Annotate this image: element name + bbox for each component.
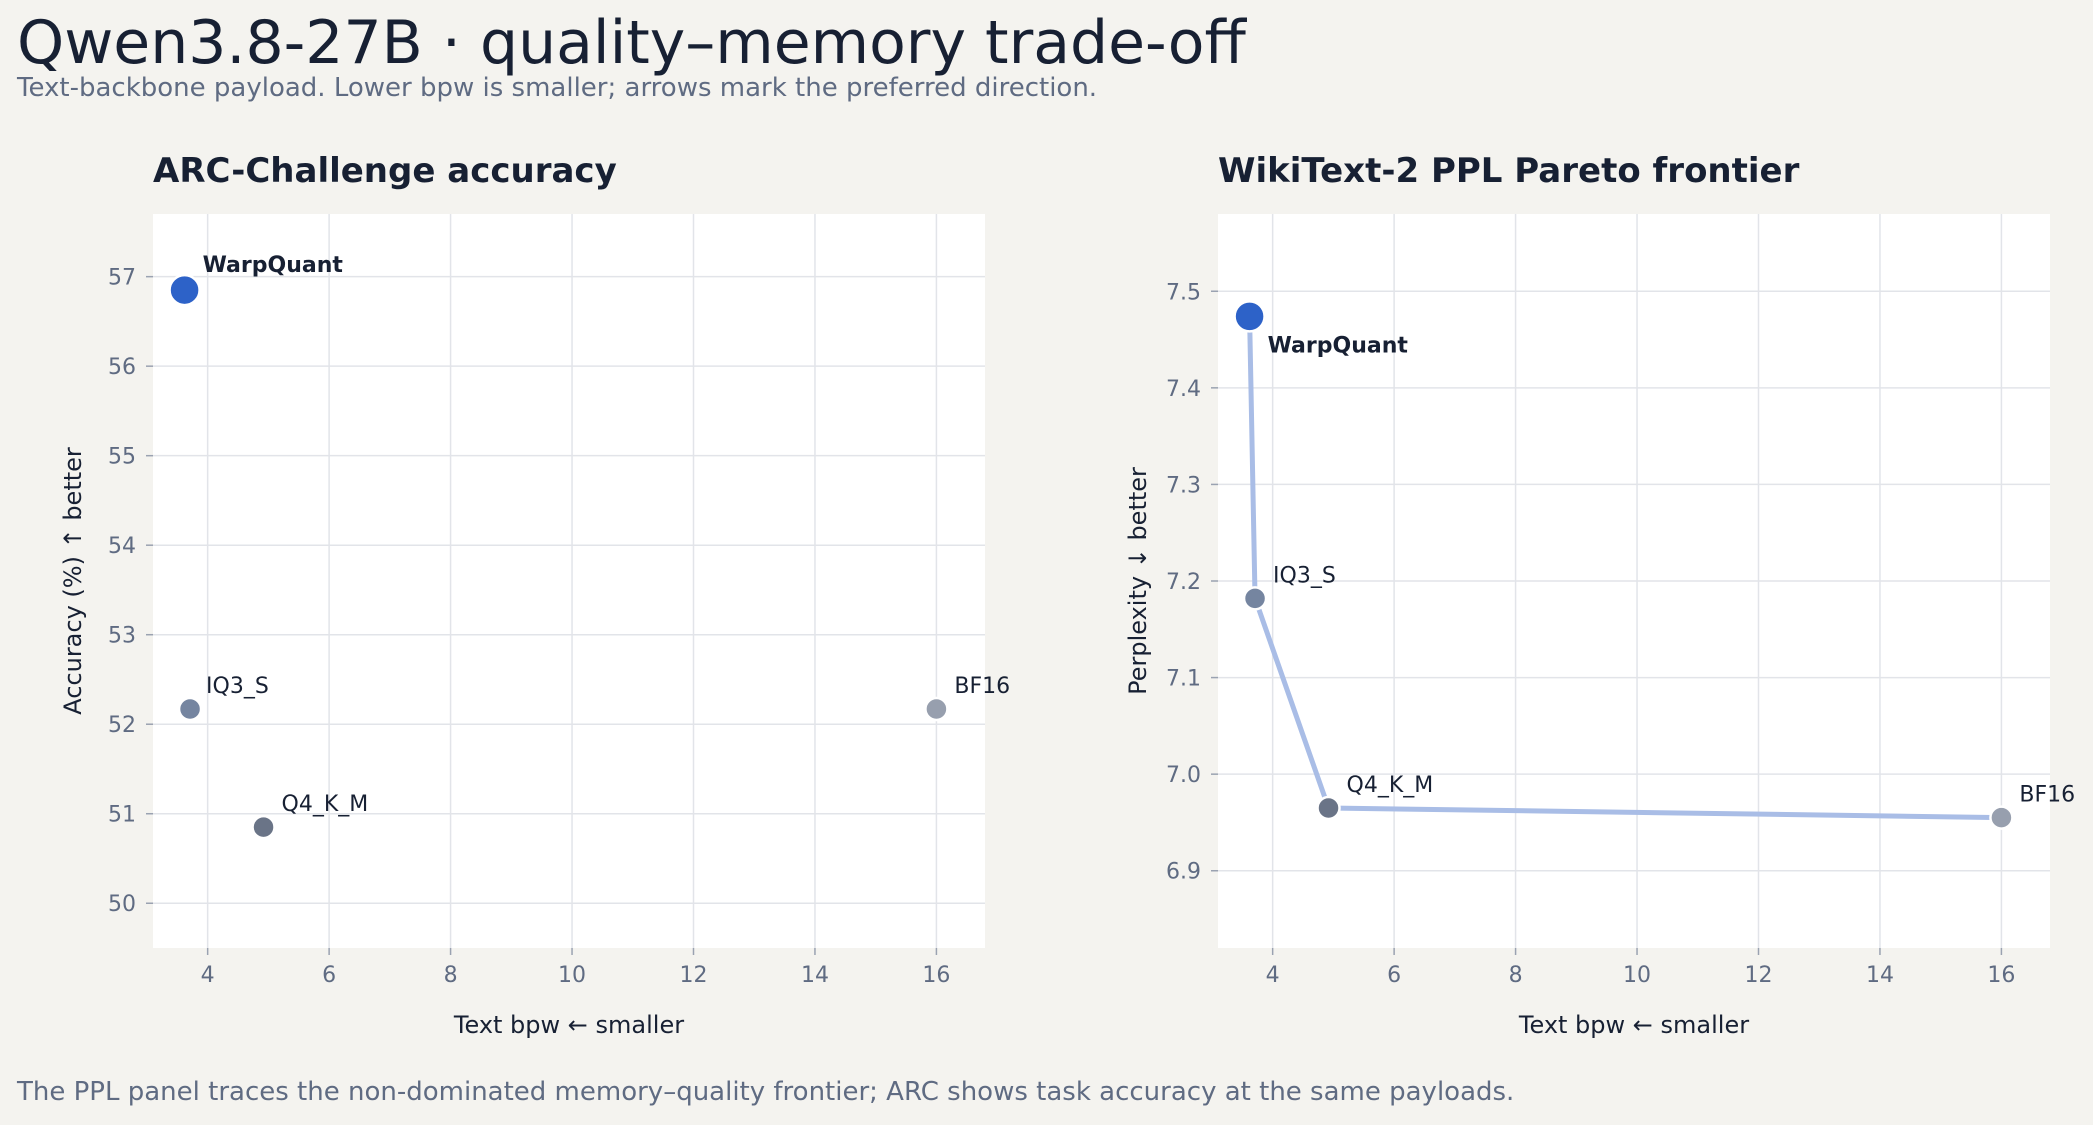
x-tick-label: 16 (1987, 963, 2015, 988)
data-point-q4-k-m (1316, 795, 1341, 821)
y-tick-label: 6.9 (1166, 860, 1201, 885)
y-tick-label: 53 (108, 624, 136, 649)
data-label: BF16 (2019, 783, 2075, 808)
data-label: IQ3_S (1273, 563, 1336, 588)
data-point-q4-k-m (251, 814, 276, 840)
y-tick-label: 52 (108, 713, 136, 738)
y-tick-label: 7.4 (1166, 377, 1201, 402)
data-label: IQ3_S (206, 674, 269, 699)
data-point-iq3-s (177, 696, 203, 722)
frontier-line (1247, 313, 2004, 821)
data-label: Q4_K_M (1347, 773, 1434, 798)
x-tick-label: 8 (444, 963, 458, 988)
y-tick-label: 7.1 (1166, 667, 1201, 692)
ppl-frontier-panel: 4 6 8 10 12 14 16 6.9 7.0 7.1 7.2 7.3 7.4 7.5 WikiText… (1124, 151, 2075, 1039)
x-axis-label: Text bpw ← smaller (1518, 1011, 1749, 1039)
data-point-bf16 (1989, 805, 2014, 830)
data-point-warpquant (168, 273, 201, 307)
x-tick-label: 16 (922, 963, 950, 988)
x-tick-label: 4 (1266, 963, 1280, 988)
y-tick-label: 56 (108, 355, 136, 380)
data-point-iq3-s (1242, 586, 1268, 611)
data-label: BF16 (954, 674, 1010, 699)
panel-title: ARC-Challenge accuracy (153, 151, 617, 191)
x-tick-label: 12 (679, 963, 707, 988)
x-tick-label: 12 (1744, 963, 1772, 988)
x-tick-label: 4 (201, 963, 215, 988)
y-tick-label: 7.2 (1166, 570, 1201, 595)
figure-footer: The PPL panel traces the non-dominated m… (16, 1077, 1514, 1107)
data-label: WarpQuant (203, 253, 344, 278)
y-tick-label: 54 (108, 534, 136, 559)
y-tick-label: 7.0 (1166, 763, 1201, 788)
x-tick-label: 6 (1387, 963, 1401, 988)
y-tick-label: 7.5 (1166, 280, 1201, 305)
y-tick-label: 50 (108, 892, 136, 917)
y-tick-label: 51 (108, 803, 136, 828)
y-axis-label: Accuracy (%) ↑ better (59, 447, 87, 715)
x-tick-label: 6 (322, 963, 336, 988)
data-label: WarpQuant (1268, 333, 1409, 358)
arc-accuracy-panel: 4 6 8 10 12 14 16 50 51 52 53 54 55 56 57 ARC-Challenge… (59, 151, 1010, 1039)
y-tick-label: 55 (108, 445, 136, 470)
data-label: Q4_K_M (282, 792, 369, 817)
x-tick-label: 8 (1509, 963, 1523, 988)
data-point-warpquant (1233, 300, 1266, 333)
y-tick-label: 7.3 (1166, 473, 1201, 498)
x-tick-label: 10 (1623, 963, 1651, 988)
panel-title: WikiText-2 PPL Pareto frontier (1218, 151, 1800, 191)
y-axis-label: Perplexity ↓ better (1124, 467, 1152, 695)
x-axis-label: Text bpw ← smaller (453, 1011, 684, 1039)
figure-subtitle: Text-backbone payload. Lower bpw is smal… (16, 73, 1097, 103)
figure-title: Qwen3.8-27B · quality–memory trade-off (17, 8, 1247, 78)
x-tick-label: 14 (1866, 963, 1894, 988)
data-point-bf16 (924, 696, 949, 722)
x-tick-label: 10 (558, 963, 586, 988)
plot-area (153, 214, 985, 948)
y-tick-label: 57 (108, 266, 136, 291)
x-tick-label: 14 (801, 963, 829, 988)
